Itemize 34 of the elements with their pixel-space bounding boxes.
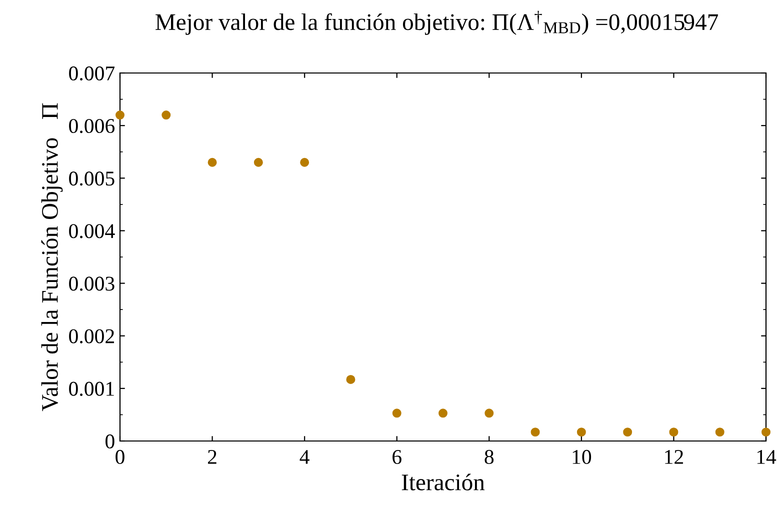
point [576, 428, 586, 437]
point [208, 158, 217, 167]
y-tick-label: 0.004 [69, 224, 115, 238]
y-tick-label: 0.006 [69, 118, 115, 134]
point [254, 158, 263, 167]
x-tick-label: 6 [392, 450, 402, 464]
point [715, 428, 724, 437]
x-tick-label: 8 [484, 450, 494, 464]
x-tick-label: 10 [572, 450, 592, 464]
x-tick-label: 12 [665, 450, 683, 464]
y-tick-label: 0.005 [69, 172, 114, 186]
point [438, 408, 448, 418]
point [623, 428, 632, 437]
point [346, 374, 356, 384]
x-tick-label: 14 [757, 450, 776, 464]
y-tick-label: 0.002 [69, 329, 114, 344]
y-axis-title: Valor de la Función Objetivo Π [41, 103, 63, 412]
point [669, 428, 678, 437]
y-tick-label: 0.007 [69, 66, 115, 81]
point [300, 158, 310, 167]
point [530, 428, 540, 437]
point [484, 408, 494, 418]
x-axis-title: Iteración [402, 474, 485, 490]
point [762, 428, 770, 437]
chart-title: Mejor valor de la función objetivo: Π(Λ$^{†}$$_{MBD}$) =0,00015947 [156, 10, 718, 35]
x-tick-label: 0 [116, 450, 124, 464]
point [392, 408, 402, 418]
x-tick-label: 2 [208, 450, 216, 464]
y-tick-label: 0.003 [69, 276, 114, 291]
point [116, 110, 124, 120]
point [162, 110, 171, 120]
y-tick-label: 0.001 [69, 382, 114, 396]
x-tick-label: 4 [300, 450, 310, 464]
y-tick-label: 0 [106, 434, 114, 448]
